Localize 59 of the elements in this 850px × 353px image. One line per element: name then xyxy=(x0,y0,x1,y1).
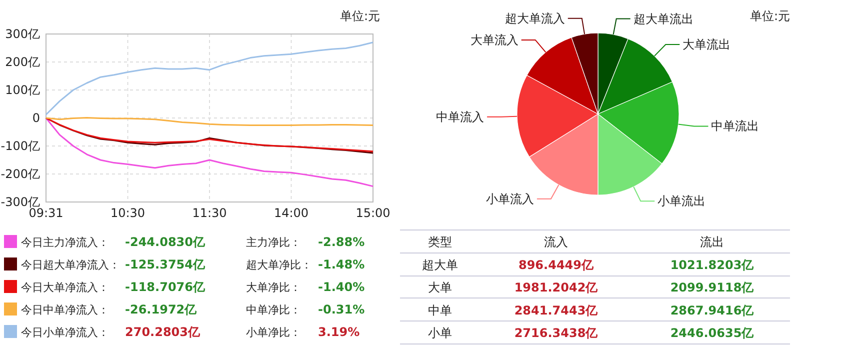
y-tick-label: 300亿 xyxy=(5,27,40,41)
text: 1021.8203亿 xyxy=(670,258,755,272)
text: 小单净比： xyxy=(246,326,301,339)
text: -1.48% xyxy=(318,258,365,272)
text: 小单 xyxy=(428,326,452,340)
legend-label: 今日超大单净流入： xyxy=(21,258,120,272)
text: 270.2803亿 xyxy=(125,325,202,339)
x-tick-label: 14:00 xyxy=(274,206,309,220)
text: -2.88% xyxy=(318,235,365,249)
text: 3.19% xyxy=(318,325,360,339)
slice-label: 小单流出 xyxy=(658,194,706,208)
text: -244.0830亿 xyxy=(125,235,206,249)
slice-label: 中单流出 xyxy=(711,119,760,134)
x-tick-label: 15:00 xyxy=(356,206,390,220)
text: -26.1972亿 xyxy=(125,302,198,316)
text: -1.40% xyxy=(318,280,365,294)
text: 主力净比： xyxy=(246,236,301,249)
text: 2099.9118亿 xyxy=(670,280,755,295)
text: 896.4449亿 xyxy=(518,258,594,272)
legend-label: 今日大单净流入： xyxy=(21,281,109,294)
text: 大单净比： xyxy=(246,281,301,294)
text: 中单 xyxy=(428,303,452,318)
text: 2867.9416亿 xyxy=(670,303,755,318)
text: 大单 xyxy=(428,280,452,295)
slice-label: 中单流入 xyxy=(436,110,484,124)
line-series xyxy=(45,117,374,188)
x-tick-label: 11:30 xyxy=(192,206,227,220)
text: 1981.2042亿 xyxy=(514,280,599,295)
text: 2841.7443亿 xyxy=(514,303,599,318)
text: 类型 xyxy=(428,235,452,249)
slice-label: 小单流入 xyxy=(486,192,534,206)
y-tick-label: 200亿 xyxy=(5,55,40,69)
y-tick-label: 0 xyxy=(32,111,40,125)
text: 超大单净比： xyxy=(246,258,312,272)
text: 2716.3438亿 xyxy=(514,326,599,340)
legend-label: 今日小单净流入： xyxy=(21,326,109,339)
text: 流出 xyxy=(700,235,724,249)
text: 单位:元 xyxy=(340,9,380,23)
x-tick-label: 10:30 xyxy=(110,206,146,220)
text: 2446.0635亿 xyxy=(670,326,755,340)
legend-label: 今日中单净流入： xyxy=(21,304,109,316)
y-tick-label: -200亿 xyxy=(0,167,40,181)
slice-label: 大单流入 xyxy=(470,32,518,47)
text: 超大单 xyxy=(422,258,458,272)
y-tick-label: -300亿 xyxy=(0,195,40,209)
slice-label: 大单流出 xyxy=(682,37,731,52)
text: -0.31% xyxy=(318,302,365,316)
text: -118.7076亿 xyxy=(125,280,206,294)
line-series xyxy=(45,42,374,116)
line-series xyxy=(45,116,374,126)
text: 中单净比： xyxy=(246,304,301,316)
legend-label: 今日主力净流入： xyxy=(21,236,109,249)
y-tick-label: 100亿 xyxy=(5,83,40,97)
slice-label: 超大单流入 xyxy=(504,11,565,26)
slice-label: 超大单流出 xyxy=(633,12,694,26)
text: 单位:元 xyxy=(750,9,790,23)
y-tick-label: -100亿 xyxy=(0,139,40,153)
text: 流入 xyxy=(544,235,568,249)
text: -125.3754亿 xyxy=(125,258,206,272)
